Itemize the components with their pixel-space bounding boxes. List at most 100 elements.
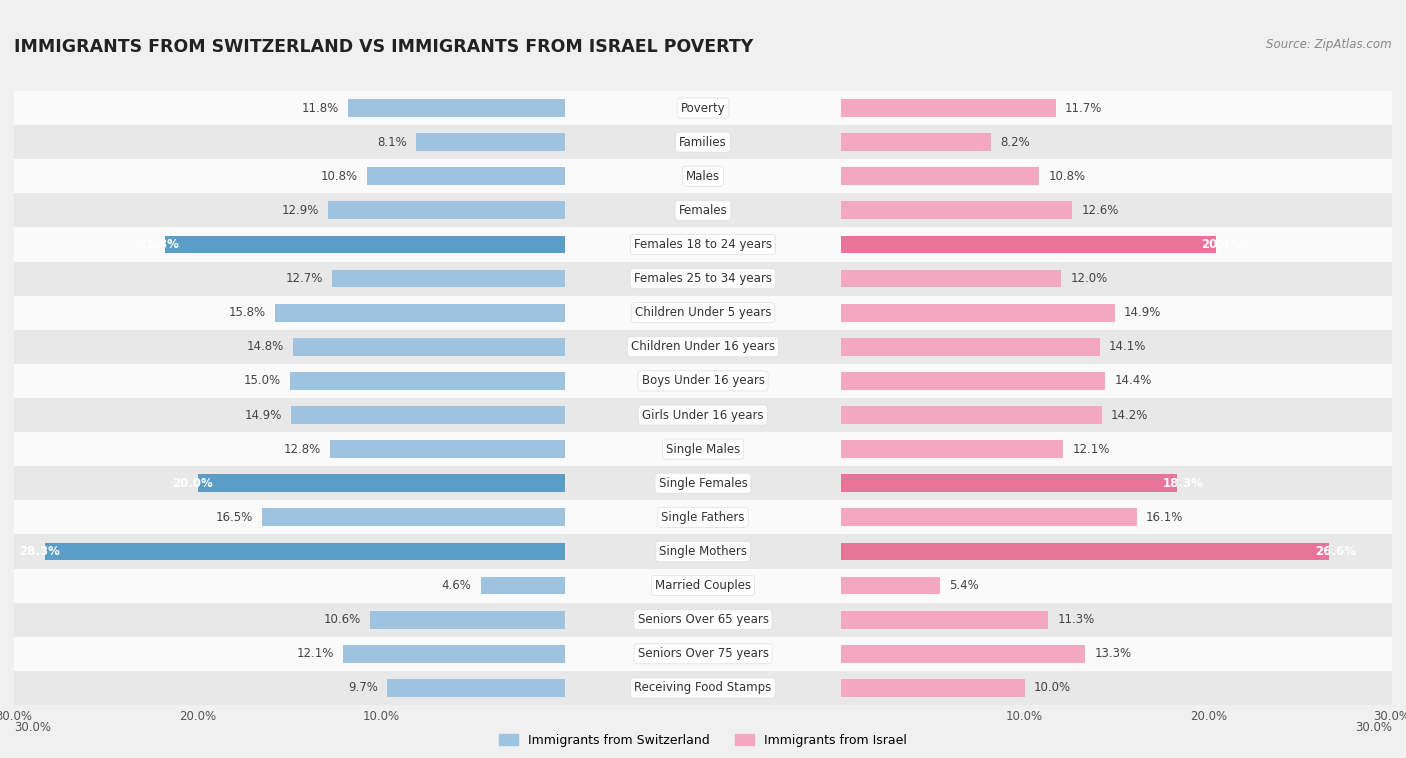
- Bar: [565, 330, 841, 364]
- Text: 12.0%: 12.0%: [1070, 272, 1108, 285]
- Bar: [841, 168, 1039, 185]
- Text: 11.7%: 11.7%: [1064, 102, 1102, 114]
- Bar: [291, 406, 565, 424]
- Bar: [14, 227, 565, 262]
- Bar: [565, 296, 841, 330]
- Bar: [332, 270, 565, 287]
- Bar: [841, 679, 1025, 697]
- Text: 10.0%: 10.0%: [1033, 681, 1071, 694]
- Bar: [841, 296, 1392, 330]
- Bar: [841, 500, 1392, 534]
- Bar: [841, 637, 1392, 671]
- Text: 5.4%: 5.4%: [949, 579, 979, 592]
- Bar: [565, 193, 841, 227]
- Bar: [841, 193, 1392, 227]
- Text: 20.4%: 20.4%: [1201, 238, 1241, 251]
- Text: 14.1%: 14.1%: [1109, 340, 1146, 353]
- Text: 14.2%: 14.2%: [1111, 409, 1149, 421]
- Bar: [565, 364, 841, 398]
- Bar: [841, 568, 1392, 603]
- Bar: [565, 568, 841, 603]
- Text: 4.6%: 4.6%: [441, 579, 471, 592]
- Bar: [841, 227, 1392, 262]
- Text: Children Under 5 years: Children Under 5 years: [634, 306, 772, 319]
- Bar: [565, 432, 841, 466]
- Text: 9.7%: 9.7%: [347, 681, 378, 694]
- Text: 21.8%: 21.8%: [139, 238, 180, 251]
- Text: 13.3%: 13.3%: [1094, 647, 1132, 660]
- Text: 10.8%: 10.8%: [321, 170, 357, 183]
- Bar: [841, 611, 1049, 628]
- Bar: [330, 440, 565, 458]
- Legend: Immigrants from Switzerland, Immigrants from Israel: Immigrants from Switzerland, Immigrants …: [495, 728, 911, 752]
- Bar: [367, 168, 565, 185]
- Bar: [294, 338, 565, 356]
- Text: 16.1%: 16.1%: [1146, 511, 1182, 524]
- Bar: [841, 133, 991, 151]
- Bar: [565, 227, 841, 262]
- Text: Single Females: Single Females: [658, 477, 748, 490]
- Bar: [841, 364, 1392, 398]
- Text: 14.4%: 14.4%: [1115, 374, 1152, 387]
- Bar: [14, 603, 565, 637]
- Bar: [14, 193, 565, 227]
- Bar: [841, 304, 1115, 321]
- Text: 11.3%: 11.3%: [1057, 613, 1095, 626]
- Bar: [14, 364, 565, 398]
- Text: 12.6%: 12.6%: [1081, 204, 1119, 217]
- Bar: [841, 543, 1330, 560]
- Bar: [14, 296, 565, 330]
- Bar: [565, 398, 841, 432]
- Text: 10.6%: 10.6%: [323, 613, 361, 626]
- Bar: [14, 91, 565, 125]
- Bar: [841, 475, 1177, 492]
- Text: 12.1%: 12.1%: [1073, 443, 1109, 456]
- Bar: [14, 534, 565, 568]
- Bar: [14, 637, 565, 671]
- Bar: [565, 534, 841, 568]
- Text: 12.8%: 12.8%: [284, 443, 321, 456]
- Text: Children Under 16 years: Children Under 16 years: [631, 340, 775, 353]
- Bar: [14, 432, 565, 466]
- Bar: [565, 159, 841, 193]
- Bar: [841, 372, 1105, 390]
- Bar: [14, 398, 565, 432]
- Text: Receiving Food Stamps: Receiving Food Stamps: [634, 681, 772, 694]
- Bar: [841, 645, 1085, 662]
- Text: 8.2%: 8.2%: [1001, 136, 1031, 149]
- Bar: [841, 577, 941, 594]
- Text: Girls Under 16 years: Girls Under 16 years: [643, 409, 763, 421]
- Text: 20.0%: 20.0%: [172, 477, 212, 490]
- Bar: [841, 671, 1392, 705]
- Text: Males: Males: [686, 170, 720, 183]
- Bar: [565, 91, 841, 125]
- Bar: [565, 671, 841, 705]
- Text: 10.8%: 10.8%: [1049, 170, 1085, 183]
- Text: Single Mothers: Single Mothers: [659, 545, 747, 558]
- Bar: [14, 500, 565, 534]
- Bar: [14, 159, 565, 193]
- Bar: [370, 611, 565, 628]
- Text: Seniors Over 75 years: Seniors Over 75 years: [637, 647, 769, 660]
- Bar: [565, 500, 841, 534]
- Text: 18.3%: 18.3%: [1163, 477, 1204, 490]
- Text: Boys Under 16 years: Boys Under 16 years: [641, 374, 765, 387]
- Text: Seniors Over 65 years: Seniors Over 65 years: [637, 613, 769, 626]
- Text: Females: Females: [679, 204, 727, 217]
- Bar: [841, 330, 1392, 364]
- Text: 15.8%: 15.8%: [229, 306, 266, 319]
- Text: Married Couples: Married Couples: [655, 579, 751, 592]
- Text: 14.9%: 14.9%: [1123, 306, 1161, 319]
- Bar: [841, 236, 1216, 253]
- Text: Families: Families: [679, 136, 727, 149]
- Text: Single Males: Single Males: [666, 443, 740, 456]
- Bar: [262, 509, 565, 526]
- Bar: [841, 432, 1392, 466]
- Bar: [841, 398, 1392, 432]
- Bar: [841, 534, 1392, 568]
- Text: 14.9%: 14.9%: [245, 409, 283, 421]
- Bar: [481, 577, 565, 594]
- Bar: [565, 603, 841, 637]
- Bar: [45, 543, 565, 560]
- Bar: [290, 372, 565, 390]
